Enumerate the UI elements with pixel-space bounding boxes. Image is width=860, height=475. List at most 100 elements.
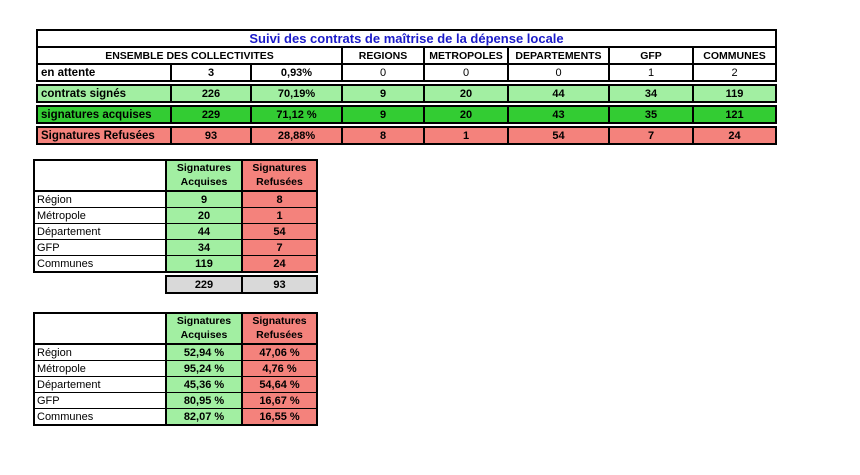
column-header-regions: REGIONS: [341, 46, 425, 65]
value-cell: 95,24 %: [165, 360, 243, 377]
column-header-departements: DEPARTEMENTS: [507, 46, 610, 65]
column-header-signatures-refusees: Signatures Refusées: [241, 312, 318, 345]
counts-table: Signatures Acquises Signatures Refusées …: [33, 159, 318, 294]
table-row: Département 44 54: [33, 223, 318, 240]
value-cell: 1: [423, 126, 509, 145]
value-cell: 82,07 %: [165, 408, 243, 426]
value-cell: 7: [241, 239, 318, 256]
value-cell: 0: [423, 63, 509, 82]
table-row: Communes 119 24: [33, 255, 318, 273]
value-cell: 229: [170, 105, 252, 124]
value-cell: 43: [507, 105, 610, 124]
row-label: Communes: [33, 408, 167, 426]
value-cell: 44: [507, 84, 610, 103]
column-header-gfp: GFP: [608, 46, 694, 65]
header-row: Signatures Acquises Signatures Refusées: [33, 312, 318, 345]
value-cell: 52,94 %: [165, 343, 243, 361]
value-cell: 71,12 %: [250, 105, 343, 124]
percent-table: Signatures Acquises Signatures Refusées …: [33, 312, 318, 426]
row-label: GFP: [33, 239, 167, 256]
value-cell: 16,55 %: [241, 408, 318, 426]
value-cell: 80,95 %: [165, 392, 243, 409]
value-cell: 45,36 %: [165, 376, 243, 393]
value-cell: 35: [608, 105, 694, 124]
row-gap: [37, 102, 776, 106]
row-gap: [37, 123, 776, 127]
value-cell: 34: [165, 239, 243, 256]
empty-cell: [34, 276, 166, 293]
table-row: Région 52,94 % 47,06 %: [33, 343, 318, 361]
total-refusees-cell: 93: [241, 275, 318, 294]
column-header-signatures-acquises: Signatures Acquises: [165, 312, 243, 345]
column-header-metropoles: METROPOLES: [423, 46, 509, 65]
table-row: Région 9 8: [33, 190, 318, 208]
value-cell: 47,06 %: [241, 343, 318, 361]
table-row-en-attente: en attente 3 0,93% 0 0 0 1 2: [36, 63, 777, 82]
value-cell: 8: [341, 126, 425, 145]
row-label: Département: [33, 376, 167, 393]
row-label: Métropole: [33, 207, 167, 224]
value-cell: 9: [341, 105, 425, 124]
column-header-signatures-acquises: Signatures Acquises: [165, 159, 243, 192]
table-row: Département 45,36 % 54,64 %: [33, 376, 318, 393]
totals-row: 229 93: [34, 275, 318, 294]
column-header-ensemble: ENSEMBLE DES COLLECTIVITES: [36, 46, 343, 65]
row-gap: [37, 81, 776, 85]
row-label: GFP: [33, 392, 167, 409]
value-cell: 34: [608, 84, 694, 103]
value-cell: 1: [608, 63, 694, 82]
row-gap: [34, 272, 317, 276]
table-row: GFP 80,95 % 16,67 %: [33, 392, 318, 409]
table-row-signatures-acquises: signatures acquises 229 71,12 % 9 20 43 …: [36, 105, 777, 124]
row-label: contrats signés: [36, 84, 172, 103]
value-cell: 2: [692, 63, 777, 82]
value-cell: 0: [507, 63, 610, 82]
value-cell: 1: [241, 207, 318, 224]
value-cell: 20: [423, 84, 509, 103]
value-cell: 0: [341, 63, 425, 82]
value-cell: 9: [165, 190, 243, 208]
page-title: Suivi des contrats de maîtrise de la dép…: [36, 29, 777, 48]
table-row: Métropole 20 1: [33, 207, 318, 224]
value-cell: 28,88%: [250, 126, 343, 145]
value-cell: 8: [241, 190, 318, 208]
table-row: GFP 34 7: [33, 239, 318, 256]
value-cell: 4,76 %: [241, 360, 318, 377]
value-cell: 54,64 %: [241, 376, 318, 393]
value-cell: 44: [165, 223, 243, 240]
row-label: signatures acquises: [36, 105, 172, 124]
total-acquises-cell: 229: [165, 275, 243, 294]
table-row-signatures-refusees: Signatures Refusées 93 28,88% 8 1 54 7 2…: [36, 126, 777, 145]
column-header-signatures-refusees: Signatures Refusées: [241, 159, 318, 192]
row-label: Communes: [33, 255, 167, 273]
header-row: Signatures Acquises Signatures Refusées: [33, 159, 318, 192]
main-table: Suivi des contrats de maîtrise de la dép…: [36, 29, 777, 145]
row-label: Département: [33, 223, 167, 240]
row-label: Signatures Refusées: [36, 126, 172, 145]
table-row: Métropole 95,24 % 4,76 %: [33, 360, 318, 377]
value-cell: 0,93%: [250, 63, 343, 82]
title-row: Suivi des contrats de maîtrise de la dép…: [36, 29, 777, 48]
value-cell: 7: [608, 126, 694, 145]
corner-cell: [33, 312, 167, 345]
column-header-communes: COMMUNES: [692, 46, 777, 65]
value-cell: 20: [423, 105, 509, 124]
value-cell: 20: [165, 207, 243, 224]
row-label: Métropole: [33, 360, 167, 377]
header-row: ENSEMBLE DES COLLECTIVITES REGIONS METRO…: [36, 46, 777, 65]
value-cell: 9: [341, 84, 425, 103]
table-row-contrats-signes: contrats signés 226 70,19% 9 20 44 34 11…: [36, 84, 777, 103]
table-row: Communes 82,07 % 16,55 %: [33, 408, 318, 426]
value-cell: 54: [241, 223, 318, 240]
corner-cell: [33, 159, 167, 192]
value-cell: 70,19%: [250, 84, 343, 103]
value-cell: 119: [165, 255, 243, 273]
value-cell: 226: [170, 84, 252, 103]
value-cell: 3: [170, 63, 252, 82]
value-cell: 93: [170, 126, 252, 145]
row-label: Région: [33, 190, 167, 208]
row-label: Région: [33, 343, 167, 361]
value-cell: 16,67 %: [241, 392, 318, 409]
value-cell: 54: [507, 126, 610, 145]
value-cell: 119: [692, 84, 777, 103]
